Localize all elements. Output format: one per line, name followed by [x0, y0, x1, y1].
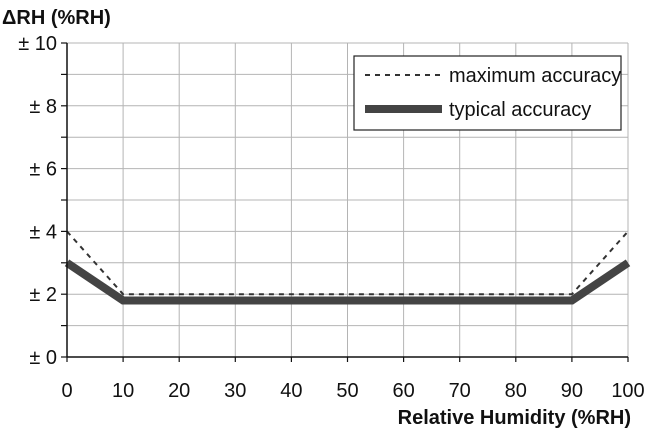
series-line-maximum-accuracy: [66, 230, 629, 296]
legend: maximum accuracy typical accuracy: [353, 55, 622, 131]
x-tick-label: 70: [449, 380, 471, 402]
x-tick-label: 50: [336, 380, 358, 402]
axes: [61, 42, 629, 362]
x-tick-label: 10: [112, 380, 134, 402]
y-tick-label: ± 10: [18, 33, 57, 55]
legend-label-typical-accuracy: typical accuracy: [449, 99, 591, 121]
y-tick-label: ± 2: [29, 284, 57, 306]
x-tick-label: 30: [224, 380, 246, 402]
x-tick-label: 100: [611, 380, 644, 402]
x-tick-label: 40: [280, 380, 302, 402]
y-axis-title: ΔRH (%RH): [2, 7, 111, 29]
y-tick-label: ± 0: [29, 347, 57, 369]
series-line-typical-accuracy: [64, 259, 631, 305]
y-tick-label: ± 8: [29, 96, 57, 118]
x-tick-label: 0: [61, 380, 72, 402]
x-tick-label: 90: [561, 380, 583, 402]
x-tick-label: 60: [392, 380, 414, 402]
y-tick-label: ± 4: [29, 221, 57, 243]
x-tick-label: 80: [505, 380, 527, 402]
legend-box: [353, 55, 622, 131]
x-tick-label: 20: [168, 380, 190, 402]
legend-label-maximum-accuracy: maximum accuracy: [449, 65, 621, 87]
y-tick-label: ± 6: [29, 159, 57, 181]
tick-labels: 0 10 20 30 40 50 60 70 80 90 100 ± 0 ± 2 ± 4 ± 6 ± 8 ± 1…: [18, 33, 644, 402]
series-layer: [64, 230, 631, 305]
x-axis-title: Relative Humidity (%RH): [398, 407, 631, 429]
